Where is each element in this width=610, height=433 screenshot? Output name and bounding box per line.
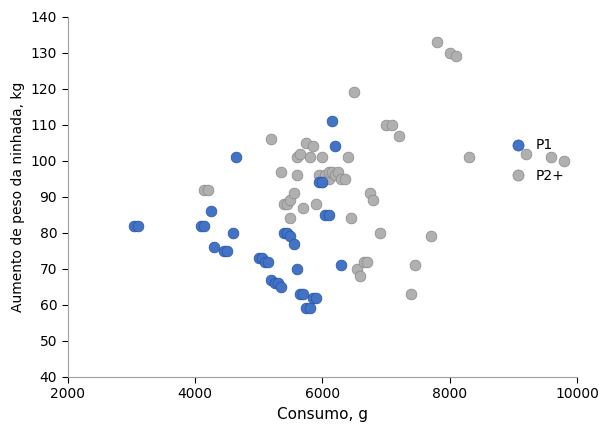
P1 bbox=[285, 233, 295, 240]
P2+ bbox=[368, 197, 378, 204]
P2+ bbox=[285, 197, 295, 204]
P2+ bbox=[349, 89, 359, 96]
P2+ bbox=[298, 204, 308, 211]
P1 bbox=[304, 305, 314, 312]
P2+ bbox=[451, 53, 461, 60]
P1 bbox=[279, 229, 289, 236]
P1 bbox=[273, 280, 282, 287]
P1 bbox=[270, 280, 279, 287]
P1 bbox=[330, 143, 340, 150]
P2+ bbox=[304, 154, 314, 161]
P1 bbox=[292, 265, 302, 272]
P2+ bbox=[308, 143, 318, 150]
P1 bbox=[282, 229, 292, 236]
P1 bbox=[219, 247, 229, 254]
P1 bbox=[308, 294, 318, 301]
P2+ bbox=[426, 233, 436, 240]
P1 bbox=[264, 258, 273, 265]
P2+ bbox=[464, 154, 473, 161]
P2+ bbox=[276, 168, 285, 175]
P1 bbox=[301, 305, 311, 312]
P2+ bbox=[333, 168, 343, 175]
X-axis label: Consumo, g: Consumo, g bbox=[277, 407, 368, 422]
P2+ bbox=[559, 157, 569, 164]
P2+ bbox=[346, 215, 356, 222]
P2+ bbox=[279, 200, 289, 207]
Y-axis label: Aumento de peso da ninhada, kg: Aumento de peso da ninhada, kg bbox=[11, 81, 25, 312]
P1 bbox=[298, 291, 308, 297]
P2+ bbox=[337, 175, 346, 182]
P2+ bbox=[343, 154, 353, 161]
P2+ bbox=[301, 139, 311, 146]
P2+ bbox=[314, 171, 324, 178]
P2+ bbox=[199, 186, 209, 193]
P1 bbox=[129, 222, 139, 229]
P2+ bbox=[406, 291, 416, 297]
P2+ bbox=[359, 258, 368, 265]
P2+ bbox=[327, 168, 337, 175]
P1 bbox=[222, 247, 232, 254]
P2+ bbox=[292, 154, 302, 161]
P1 bbox=[133, 222, 143, 229]
P2+ bbox=[445, 49, 454, 56]
P1 bbox=[231, 154, 241, 161]
P1 bbox=[321, 211, 331, 218]
P2+ bbox=[317, 179, 327, 186]
P2+ bbox=[353, 265, 362, 272]
P2+ bbox=[203, 186, 212, 193]
P2+ bbox=[375, 229, 384, 236]
P1 bbox=[254, 255, 264, 262]
P2+ bbox=[381, 121, 391, 128]
P2+ bbox=[356, 272, 365, 279]
P2+ bbox=[365, 190, 375, 197]
P2+ bbox=[362, 258, 371, 265]
P1 bbox=[228, 229, 238, 236]
P2+ bbox=[317, 154, 327, 161]
P1 bbox=[276, 283, 285, 290]
P1 bbox=[289, 240, 298, 247]
P1 bbox=[314, 179, 324, 186]
P2+ bbox=[521, 150, 531, 157]
P1 bbox=[257, 255, 267, 262]
P2+ bbox=[289, 190, 298, 197]
P1 bbox=[260, 258, 270, 265]
P1 bbox=[311, 294, 321, 301]
P2+ bbox=[311, 200, 321, 207]
P1 bbox=[199, 222, 209, 229]
P2+ bbox=[321, 171, 331, 178]
P2+ bbox=[295, 150, 305, 157]
P1 bbox=[196, 222, 206, 229]
P2+ bbox=[285, 215, 295, 222]
P1 bbox=[267, 276, 276, 283]
P1 bbox=[295, 291, 305, 297]
P1 bbox=[317, 179, 327, 186]
P2+ bbox=[330, 171, 340, 178]
P2+ bbox=[410, 262, 420, 269]
P1 bbox=[209, 244, 219, 251]
P2+ bbox=[324, 168, 334, 175]
P2+ bbox=[387, 121, 397, 128]
P2+ bbox=[292, 171, 302, 178]
Legend: P1, P2+: P1, P2+ bbox=[498, 133, 570, 189]
P1 bbox=[324, 211, 334, 218]
P2+ bbox=[282, 200, 292, 207]
P2+ bbox=[267, 136, 276, 142]
P2+ bbox=[324, 175, 334, 182]
P1 bbox=[206, 208, 216, 215]
P1 bbox=[327, 118, 337, 125]
P2+ bbox=[547, 154, 556, 161]
P2+ bbox=[340, 175, 350, 182]
P2+ bbox=[432, 39, 442, 45]
P2+ bbox=[394, 132, 404, 139]
P1 bbox=[337, 262, 346, 269]
